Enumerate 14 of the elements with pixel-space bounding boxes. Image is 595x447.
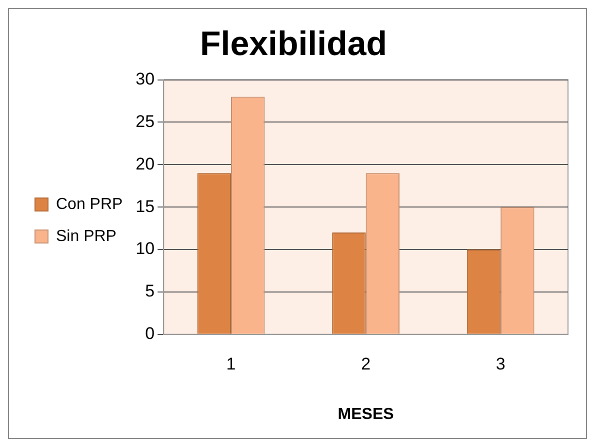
y-tick-label: 5 [145, 282, 155, 301]
x-tick-label: 2 [361, 354, 371, 374]
x-tick-label: 1 [226, 354, 236, 374]
chart-title: Flexibilidad [200, 24, 388, 63]
x-tick-label: 3 [496, 354, 506, 374]
y-tick-label: 20 [136, 154, 155, 174]
y-tick-label: 0 [145, 324, 155, 344]
x-axis-title: MESES [338, 406, 394, 423]
y-tick-label: 25 [136, 112, 155, 131]
y-tick-label: 15 [136, 196, 155, 216]
legend-label: Con PRP [56, 196, 123, 213]
legend-label: Sin PRP [56, 228, 116, 245]
y-tick-label: 10 [136, 239, 155, 258]
y-tick-label: 30 [136, 69, 155, 88]
